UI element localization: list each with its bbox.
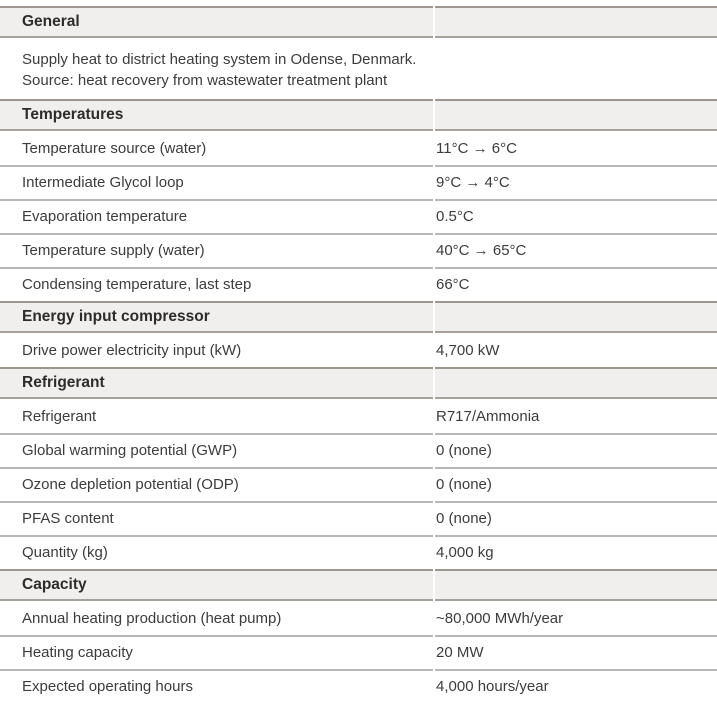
table-row: Heating capacity 20 MW [0,635,717,669]
row-label: Quantity (kg) [0,535,433,569]
section-header-spacer [435,99,717,131]
row-value: 4,000 hours/year [435,669,717,703]
table-row: Quantity (kg) 4,000 kg [0,535,717,569]
row-label: PFAS content [0,501,433,535]
row-value: 0 (none) [435,501,717,535]
row-value: ~80,000 MWh/year [436,610,564,627]
table-row: Global warming potential (GWP) 0 (none) [0,433,717,467]
section-title: Temperatures [0,99,433,131]
section-title: Energy input compressor [0,301,433,333]
row-value: 4,700 kW [436,342,500,359]
table-row: Refrigerant R717/Ammonia [0,399,717,433]
section-header-spacer [435,367,717,399]
row-value: 20 MW [435,635,717,669]
row-label: Condensing temperature, last step [0,267,433,301]
row-label: Annual heating production (heat pump) [22,610,282,627]
row-label: Global warming potential (GWP) [0,433,433,467]
section-header-refrigerant: Refrigerant [0,367,717,399]
row-value: R717/Ammonia [436,408,540,425]
description-line: Source: heat recovery from wastewater tr… [22,72,388,89]
row-value: 11°C → 6°C [436,140,517,157]
row-value: 0 (none) [435,467,717,501]
description-line: Supply heat to district heating system i… [22,51,417,68]
row-label: Temperature supply (water) [0,233,433,267]
row-label: Evaporation temperature [0,199,433,233]
row-label: Heating capacity [0,635,433,669]
section-header-temperatures: Temperatures [0,99,717,131]
row-value: 66°C [435,267,717,301]
section-header-spacer [435,301,717,333]
row-label: Intermediate Glycol loop [0,165,433,199]
table-row: Condensing temperature, last step 66°C [0,267,717,301]
row-value: 0.5°C [435,199,717,233]
row-value: 9°C → 4°C [435,165,717,199]
row-label: Temperature source (water) [22,140,207,157]
table-row: Intermediate Glycol loop 9°C → 4°C [0,165,717,199]
row-value: 40°C → 65°C [435,233,717,267]
row-label: Ozone depletion potential (ODP) [0,467,433,501]
table-row: Expected operating hours 4,000 hours/yea… [0,669,717,703]
section-header-energy-input-compressor: Energy input compressor [0,301,717,333]
table-row: Evaporation temperature 0.5°C [0,199,717,233]
section-header-general: General [0,6,717,38]
table-row: Ozone depletion potential (ODP) 0 (none) [0,467,717,501]
row-value: 0 (none) [435,433,717,467]
row-label: Refrigerant [22,408,97,425]
table-row: Drive power electricity input (kW) 4,700… [0,333,717,367]
table-row: Annual heating production (heat pump) ~8… [0,601,717,635]
table-row: Temperature source (water) 11°C → 6°C [0,131,717,165]
row-value: 4,000 kg [435,535,717,569]
section-header-capacity: Capacity [0,569,717,601]
section-title: Capacity [0,569,433,601]
general-description-row: Supply heat to district heating system i… [0,38,717,99]
section-header-spacer [435,6,717,38]
section-title: Refrigerant [0,367,433,399]
section-title: General [0,6,433,38]
section-header-spacer [435,569,717,601]
table-row: PFAS content 0 (none) [0,501,717,535]
row-label: Expected operating hours [0,669,433,703]
table-row: Temperature supply (water) 40°C → 65°C [0,233,717,267]
general-description: Supply heat to district heating system i… [0,38,717,99]
row-label: Drive power electricity input (kW) [22,342,242,359]
